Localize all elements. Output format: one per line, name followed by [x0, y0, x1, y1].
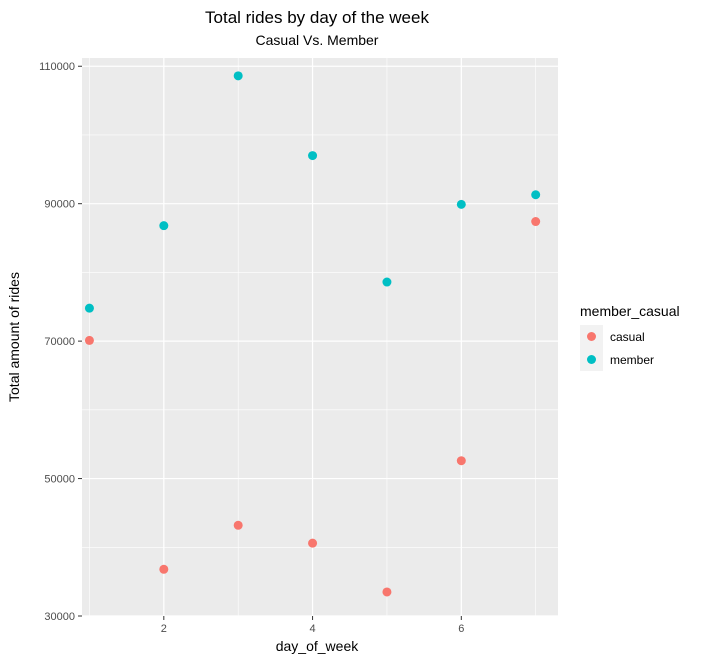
point-member [308, 151, 318, 161]
x-tick-label: 4 [310, 623, 316, 635]
legend-swatch-casual [587, 332, 596, 341]
y-axis: 30000 50000 70000 90000 110000 [39, 61, 82, 623]
y-tick-label: 70000 [44, 336, 75, 348]
point-casual [308, 538, 318, 548]
legend-item-casual: casual [580, 325, 645, 348]
legend-swatch-member [587, 355, 596, 364]
point-casual [233, 520, 243, 530]
x-tick-label: 2 [161, 623, 167, 635]
grid-major [82, 58, 558, 617]
point-member [531, 190, 541, 200]
y-tick-label: 50000 [44, 474, 75, 486]
chart-subtitle: Casual Vs. Member [256, 32, 379, 48]
point-member [382, 277, 392, 287]
legend-item-member: member [580, 348, 654, 371]
point-casual [159, 564, 169, 574]
legend-label-casual: casual [610, 330, 645, 344]
y-tick-label: 110000 [39, 61, 75, 73]
point-casual [531, 217, 541, 227]
y-tick-label: 90000 [44, 199, 75, 211]
x-tick-label: 6 [458, 623, 464, 635]
x-axis: 2 4 6 [161, 616, 464, 635]
legend-label-member: member [610, 353, 654, 367]
data-points [84, 71, 541, 597]
point-casual [382, 587, 392, 597]
point-member [456, 199, 466, 209]
point-member [84, 303, 94, 313]
point-casual [84, 335, 94, 345]
plot-panel [82, 58, 558, 616]
y-tick-label: 30000 [44, 611, 75, 623]
legend-title: member_casual [580, 303, 680, 319]
y-axis-label: Total amount of rides [6, 272, 22, 402]
legend: member_casual casual member [580, 303, 680, 371]
chart-title: Total rides by day of the week [205, 8, 429, 27]
point-casual [456, 456, 466, 466]
point-member [233, 71, 243, 81]
x-axis-label: day_of_week [276, 638, 360, 654]
point-member [159, 221, 169, 231]
